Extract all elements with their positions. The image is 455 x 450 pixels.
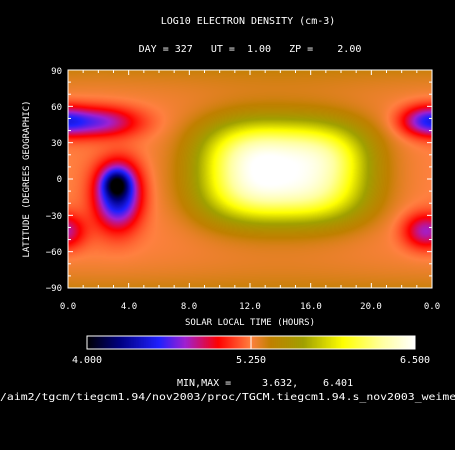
plot-area — [67, 69, 433, 289]
y-tick-label: 0 — [57, 175, 62, 185]
y-axis-label: LATITUDE (DEGREES GEOGRAPHIC) — [22, 100, 32, 257]
colorbar: 4.000 5.250 6.500 — [72, 335, 430, 366]
y-axis: 90 60 30 0 −30 −60 −90 LATITUDE (DEGREES… — [22, 67, 432, 294]
y-tick-marks — [68, 69, 432, 289]
colorbar-label: 6.500 — [400, 355, 430, 366]
x-tick-label: 16.0 — [300, 302, 322, 312]
x-tick-label: 20.0 — [360, 302, 382, 312]
chart-subtitle: DAY = 327 UT = 1.00 ZP = 2.00 — [139, 44, 362, 55]
y-tick-label: −90 — [46, 284, 62, 294]
x-axis: 0.0 4.0 8.0 12.0 16.0 20.0 0.0 SOLAR LOC… — [60, 70, 440, 328]
density-heatmap — [68, 70, 432, 288]
y-tick-label: −60 — [46, 248, 62, 258]
x-axis-label: SOLAR LOCAL TIME (HOURS) — [185, 318, 315, 328]
file-path: /aim2/tgcm/tiegcm1.94/nov2003/proc/TGCM.… — [0, 392, 455, 403]
y-tick-label: −30 — [46, 212, 62, 222]
chart-title: LOG10 ELECTRON DENSITY (cm-3) — [161, 16, 336, 27]
x-tick-label: 0.0 — [60, 302, 76, 312]
x-tick-marks — [67, 70, 433, 288]
x-tick-label: 8.0 — [181, 302, 197, 312]
y-tick-label: 60 — [51, 103, 62, 113]
x-tick-label: 4.0 — [121, 302, 137, 312]
x-tick-label: 12.0 — [239, 302, 261, 312]
x-tick-label: 0.0 — [424, 302, 440, 312]
min-value: 3.632, — [262, 378, 298, 389]
y-tick-label: 90 — [51, 67, 62, 77]
max-value: 6.401 — [323, 378, 353, 389]
colorbar-label: 5.250 — [236, 355, 266, 366]
colorbar-label: 4.000 — [72, 355, 102, 366]
minmax-label: MIN,MAX = — [177, 378, 231, 389]
y-tick-label: 30 — [51, 139, 62, 149]
